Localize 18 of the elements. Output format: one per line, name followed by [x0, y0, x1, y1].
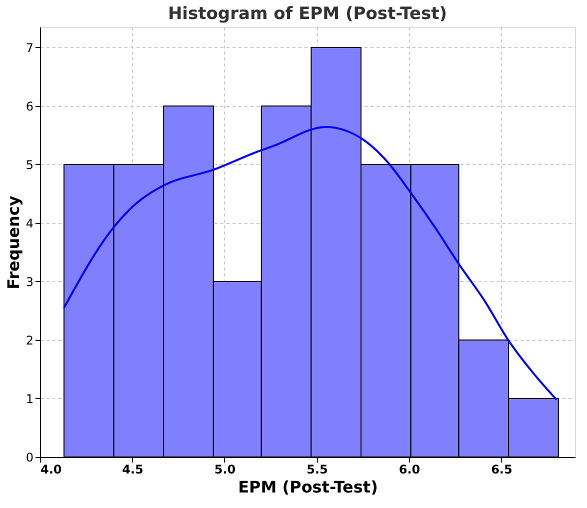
x-tick-label: 4.5	[122, 462, 144, 476]
y-tick-label: 7	[26, 40, 34, 55]
y-tick-label: 6	[26, 99, 34, 114]
x-tick-label: 5.0	[214, 462, 236, 476]
y-tick-label: 5	[26, 158, 34, 172]
y-tick-label: 1	[26, 392, 34, 406]
chart-title: Histogram of EPM (Post-Test)	[168, 4, 448, 24]
y-tick-label: 3	[26, 274, 34, 289]
x-tick-label: 4.0	[40, 462, 62, 476]
y-axis-title: Frequency	[4, 195, 23, 290]
y-tick-label: 4	[26, 216, 34, 230]
x-tick-label: 6.5	[491, 462, 512, 476]
x-tick-label: 5.5	[306, 462, 328, 476]
x-axis-title: EPM (Post-Test)	[238, 478, 378, 496]
y-tick-label: 0	[26, 450, 34, 464]
line-series	[62, 126, 558, 401]
y-tick-label: 2	[26, 333, 34, 348]
x-tick-label: 6.0	[398, 462, 420, 476]
